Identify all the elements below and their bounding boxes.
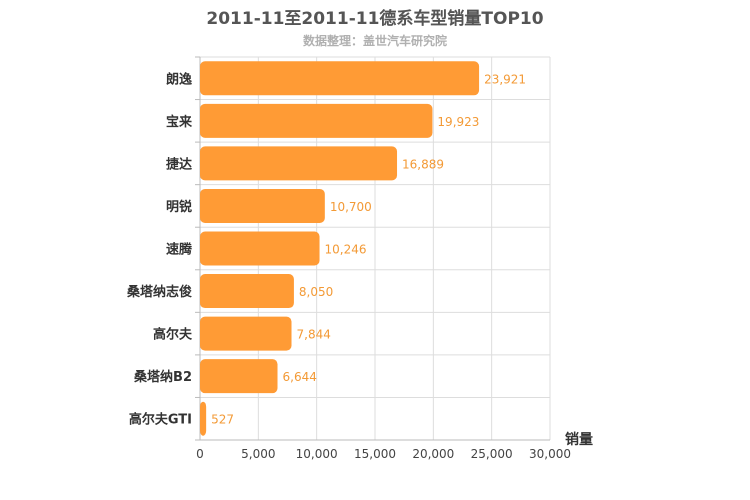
data-label: 19,923 bbox=[437, 115, 479, 129]
x-tick-label: 15,000 bbox=[354, 447, 396, 461]
category-label: 高尔夫 bbox=[153, 327, 193, 343]
data-label: 10,246 bbox=[325, 243, 367, 257]
bar bbox=[200, 61, 480, 96]
chart-subtitle: 数据整理：盖世汽车研究院 bbox=[302, 34, 447, 48]
bar bbox=[200, 103, 433, 138]
x-tick-label: 5,000 bbox=[241, 447, 275, 461]
x-tick-label: 25,000 bbox=[471, 447, 513, 461]
bar bbox=[200, 188, 325, 223]
category-label: 桑塔纳B2 bbox=[133, 369, 192, 385]
bar bbox=[200, 359, 278, 394]
category-label: 速腾 bbox=[166, 242, 193, 258]
chart-title: 2011-11至2011-11德系车型销量TOP10 bbox=[206, 9, 544, 29]
category-label: 捷达 bbox=[166, 156, 192, 172]
bar bbox=[200, 146, 398, 181]
data-label: 8,050 bbox=[299, 285, 333, 299]
category-label: 宝来 bbox=[166, 114, 193, 130]
x-tick-label: 10,000 bbox=[296, 447, 338, 461]
data-label: 10,700 bbox=[330, 200, 372, 214]
category-label: 朗逸 bbox=[166, 71, 192, 87]
data-label: 16,889 bbox=[402, 157, 444, 171]
bar bbox=[200, 231, 320, 266]
data-label: 527 bbox=[211, 413, 234, 427]
x-tick-label: 0 bbox=[196, 447, 204, 461]
x-tick-label: 20,000 bbox=[412, 447, 454, 461]
category-label: 高尔夫GTI bbox=[129, 412, 192, 428]
category-label: 明锐 bbox=[166, 199, 192, 215]
category-label: 桑塔纳志俊 bbox=[126, 284, 192, 300]
bar bbox=[200, 401, 207, 436]
data-label: 23,921 bbox=[484, 72, 526, 86]
data-label: 7,844 bbox=[297, 328, 331, 342]
x-axis-title: 销量 bbox=[565, 431, 593, 448]
x-tick-label: 30,000 bbox=[529, 447, 571, 461]
bar bbox=[200, 274, 294, 309]
data-label: 6,644 bbox=[283, 370, 317, 384]
bar bbox=[200, 316, 292, 351]
